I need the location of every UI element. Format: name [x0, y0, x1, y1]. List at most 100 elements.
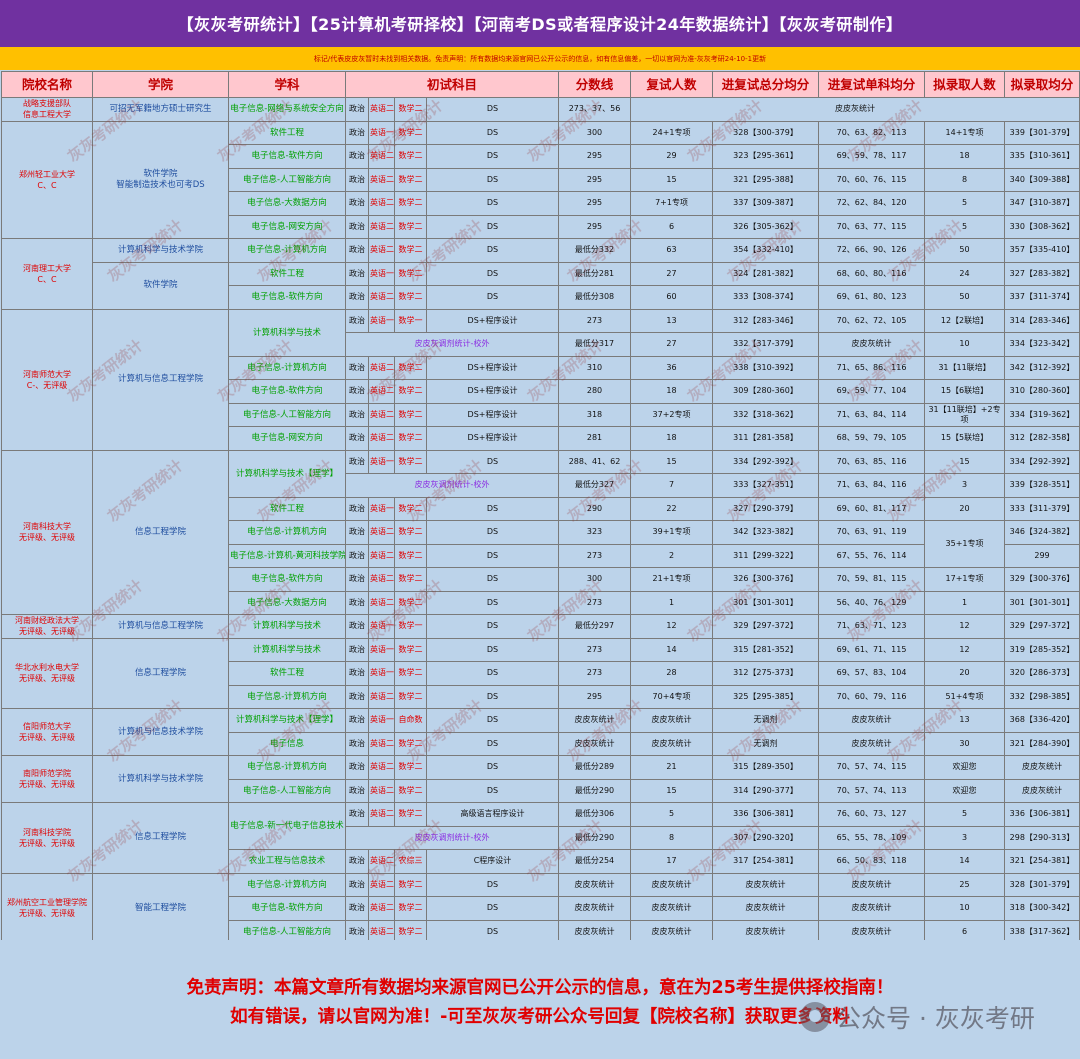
admit-count: 3 — [924, 825, 1006, 850]
subject-english: 英语二 — [368, 238, 395, 263]
retest-subject-avg: 72、66、90、126 — [818, 238, 926, 263]
retest-count: 21 — [630, 755, 714, 780]
major-name: 软件工程 — [228, 661, 346, 686]
admit-count: 12【2联培】 — [924, 308, 1006, 333]
admit-avg: 339【301-379】 — [1004, 120, 1080, 145]
merged-note: 皮皮灰统计 — [630, 97, 1080, 122]
subject-politics: 政治 — [345, 849, 369, 874]
admit-count: 13 — [924, 708, 1006, 733]
retest-total-avg: 321【295-388】 — [712, 167, 820, 192]
subject-math: 数学二 — [394, 637, 427, 662]
subject-math: 数学二 — [394, 778, 427, 803]
admit-avg: 330【308-362】 — [1004, 214, 1080, 239]
retest-subject-avg: 70、62、72、105 — [818, 308, 926, 333]
retest-subject-avg: 皮皮灰统计 — [818, 896, 926, 921]
retest-subject-avg: 71、63、84、114 — [818, 402, 926, 427]
subject-professional: 高级语言程序设计 — [425, 802, 560, 827]
admit-avg: 310【280-360】 — [1004, 379, 1080, 404]
retest-count: 17 — [630, 849, 714, 874]
adjustment-note: 皮皮灰调剂统计-校外 — [344, 473, 560, 498]
table-row: 电子信息-网安方向 政治 英语二 数学二 DS 295 6 326【305-362】 70、63… — [2, 214, 1080, 239]
subject-politics: 政治 — [345, 684, 369, 709]
subject-professional: DS+程序设计 — [425, 402, 560, 427]
major-name: 软件工程 — [228, 120, 346, 145]
score-line: 最低分327 — [558, 473, 632, 498]
school-name: 河南科技学院 无评级、无评级 — [1, 802, 93, 874]
subject-math: 数学二 — [394, 872, 427, 897]
retest-subject-avg: 70、63、91、119 — [818, 520, 926, 545]
table-row: 电子信息-软件方向 政治 英语二 数学二 DS 最低分308 60 333【308-374】 6… — [2, 285, 1080, 310]
college-name: 计算机科学与技术学院 — [92, 755, 229, 803]
admit-count: 8 — [924, 167, 1006, 192]
retest-total-avg: 314【290-377】 — [712, 778, 820, 803]
table-row: 战略支援部队 信息工程大学 可招无军籍地方硕士研究生 电子信息-网络与系统安全方向 政治… — [1, 97, 1080, 122]
subject-math: 数学一 — [394, 308, 427, 333]
retest-total-avg: 333【308-374】 — [712, 285, 820, 310]
subject-professional: DS — [425, 214, 560, 239]
subject-english: 英语二 — [368, 214, 395, 239]
major-name: 电子信息 — [228, 731, 346, 756]
subject-professional: DS — [425, 778, 560, 803]
retest-count: 39+1专项 — [630, 520, 714, 545]
score-line: 295 — [558, 214, 632, 239]
table-row: 河南师范大学 C-、无评级 计算机与信息工程学院 计算机科学与技术 政治 英语一 数学一 DS… — [1, 308, 1080, 451]
admit-avg: 339【328-351】 — [1004, 473, 1080, 498]
retest-count: 6 — [630, 214, 714, 239]
retest-total-avg: 328【300-379】 — [712, 120, 820, 145]
subject-english: 英语一 — [368, 261, 395, 286]
major-name: 电子信息-计算机方向 — [228, 238, 346, 263]
retest-total-avg: 329【297-372】 — [712, 614, 820, 639]
score-line: 最低分306 — [558, 802, 632, 827]
subject-math: 数学二 — [394, 731, 427, 756]
college-name: 信息工程学院 — [92, 449, 229, 615]
admit-avg: 338【317-362】 — [1004, 919, 1080, 944]
retest-subject-avg: 56、40、76、129 — [818, 590, 926, 615]
table-row: 电子信息-人工智能方向 政治 英语二 数学二 DS 295 15 321【295-388】 70… — [2, 167, 1080, 192]
major-name: 农业工程与信息技术 — [228, 849, 346, 874]
subject-math: 数学二 — [394, 167, 427, 192]
subject-math: 数学二 — [394, 755, 427, 780]
subject-english: 英语二 — [368, 567, 395, 592]
college-name: 计算机科学与技术学院 — [92, 238, 229, 263]
subject-politics: 政治 — [345, 120, 369, 145]
subject-math: 数学二 — [394, 520, 427, 545]
subject-professional: DS — [425, 637, 560, 662]
admit-avg: 336【306-381】 — [1004, 802, 1080, 827]
retest-total-avg: 342【323-382】 — [712, 520, 820, 545]
subject-math: 数学二 — [394, 661, 427, 686]
subject-politics: 政治 — [345, 520, 369, 545]
score-line: 280 — [558, 379, 632, 404]
major-name: 软件工程 — [228, 496, 346, 521]
table-row: 电子信息-大数据方向 政治 英语二 数学二 DS 295 7+1专项 337【309-387】… — [2, 191, 1080, 216]
retest-subject-avg: 70、63、82、113 — [818, 120, 926, 145]
subject-english: 英语二 — [368, 896, 395, 921]
subject-politics: 政治 — [345, 191, 369, 216]
admit-avg: 329【300-376】 — [1004, 567, 1080, 592]
score-line: 295 — [558, 144, 632, 169]
subject-math: 数学二 — [394, 97, 427, 122]
subject-english: 英语一 — [368, 708, 395, 733]
admit-count: 24 — [924, 261, 1006, 286]
retest-subject-avg: 69、59、77、104 — [818, 379, 926, 404]
college-name: 计算机与信息工程学院 — [92, 308, 229, 451]
admit-count: 31【11联培】 — [924, 355, 1006, 380]
subject-math: 农综三 — [394, 849, 427, 874]
subject-english: 英语二 — [368, 97, 395, 122]
adjustment-note: 皮皮灰调剂统计-校外 — [344, 825, 560, 850]
score-line: 最低分290 — [558, 778, 632, 803]
retest-count: 29 — [630, 144, 714, 169]
subject-english: 英语二 — [368, 849, 395, 874]
table-row: 皮皮灰调剂统计-校外 最低分290 8 307【290-320】 65、55、78、10… — [2, 825, 1080, 850]
admit-avg: 298【290-313】 — [1004, 825, 1080, 850]
admit-count: 20 — [924, 496, 1006, 521]
subject-professional: DS+程序设计 — [425, 308, 560, 333]
admit-avg: 368【336-420】 — [1004, 708, 1080, 733]
admit-avg: 333【311-379】 — [1004, 496, 1080, 521]
retest-count: 皮皮灰统计 — [630, 708, 714, 733]
subject-professional: DS — [425, 97, 560, 122]
retest-subject-avg: 69、60、81、117 — [818, 496, 926, 521]
admit-avg: 318【300-342】 — [1004, 896, 1080, 921]
major-name: 电子信息-计算机方向 — [228, 520, 346, 545]
subject-english: 英语二 — [368, 778, 395, 803]
subject-politics: 政治 — [345, 261, 369, 286]
